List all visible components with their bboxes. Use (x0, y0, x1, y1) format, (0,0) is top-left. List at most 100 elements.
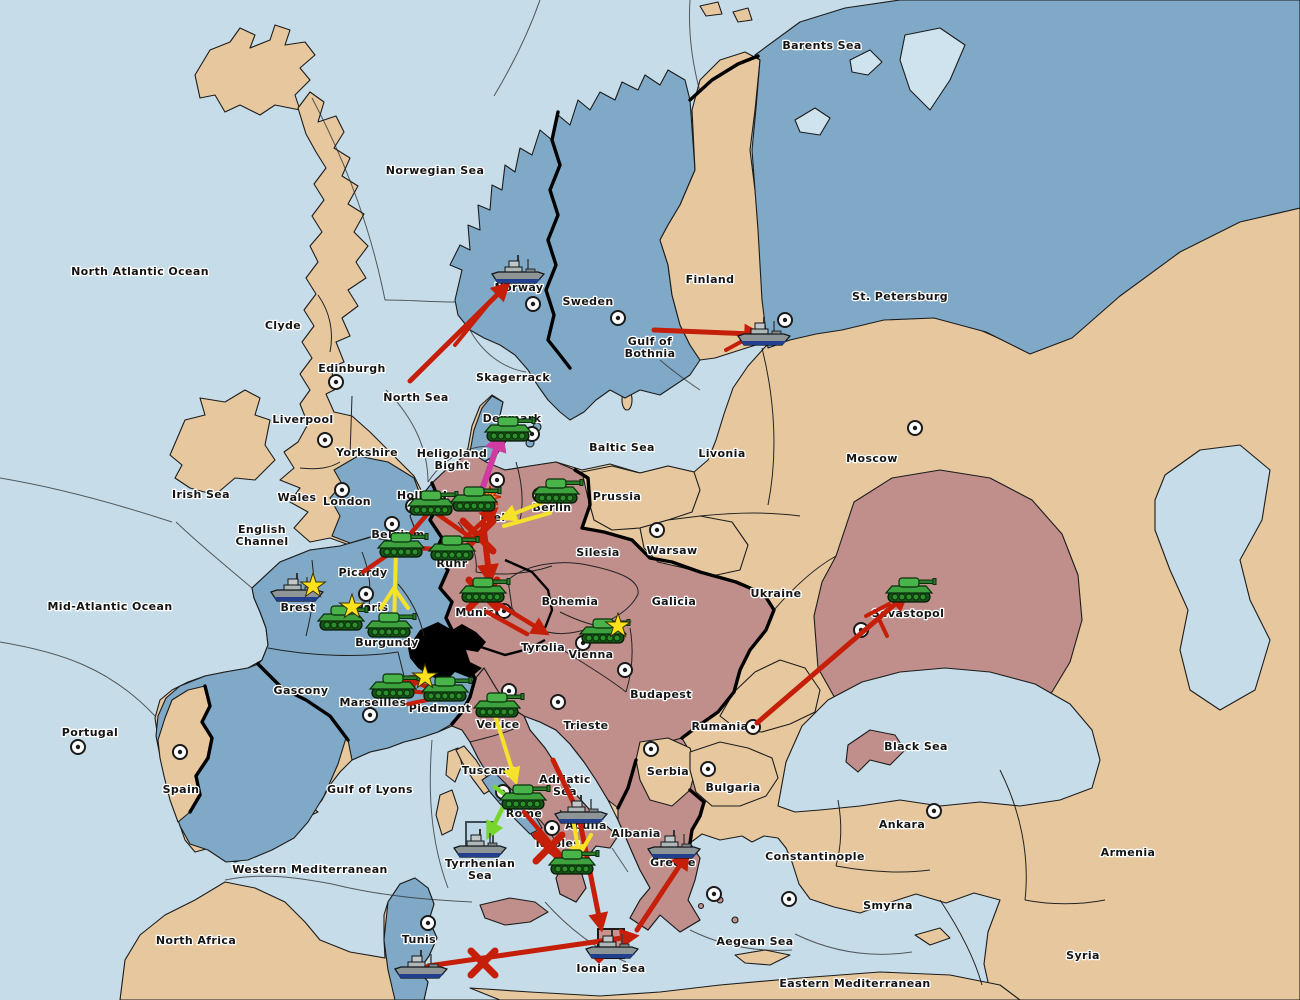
supply-center-tunis (420, 915, 436, 931)
army-marseilles-unit[interactable] (368, 673, 421, 699)
label-brest: Brest (280, 601, 315, 614)
army-berlin-unit[interactable] (531, 478, 584, 504)
label-edinburgh: Edinburgh (318, 362, 385, 375)
supply-center-naples (544, 820, 560, 836)
star-marker-brest (299, 571, 327, 598)
supply-center-trieste (550, 694, 566, 710)
label-galicia: Galicia (652, 595, 697, 608)
label-ukraine: Ukraine (751, 587, 802, 600)
label-gulf-of-lyons: Gulf of Lyons (327, 783, 413, 796)
fleet-norway-unit[interactable] (491, 255, 546, 284)
fleet-ionian-sea-unit[interactable] (585, 930, 640, 959)
order-arrow (877, 617, 889, 638)
label-budapest: Budapest (630, 688, 692, 701)
army-munich-unit[interactable] (458, 577, 511, 603)
supply-center-ankara (926, 803, 942, 819)
label-serbia: Serbia (647, 765, 689, 778)
supply-center-st-petersburg (777, 312, 793, 328)
supply-center-greece (706, 886, 722, 902)
star-marker-paris (338, 592, 366, 619)
label-western-mediterranean: Western Mediterranean (232, 863, 388, 876)
supply-center-warsaw (649, 522, 665, 538)
supply-center-portugal (70, 739, 86, 755)
label-london: London (323, 495, 371, 508)
army-venice-unit[interactable] (472, 692, 525, 718)
label-livonia: Livonia (698, 447, 745, 460)
label-skagerrack: Skagerrack (476, 371, 550, 384)
supply-center-liverpool (317, 432, 333, 448)
supply-center-bulgaria (700, 761, 716, 777)
label-aegean-sea: Aegean Sea (716, 935, 793, 948)
army-holland-unit[interactable] (406, 490, 459, 516)
label-bohemia: Bohemia (542, 595, 599, 608)
label-tuscany: Tuscany (462, 764, 514, 777)
label-burgundy: Burgundy (355, 636, 418, 649)
label-clyde: Clyde (265, 319, 301, 332)
label-liverpool: Liverpool (272, 413, 333, 426)
label-sweden: Sweden (562, 295, 613, 308)
fleet-tunis-unit[interactable] (394, 950, 449, 979)
army-sevastopol-unit[interactable] (884, 577, 937, 603)
label-yorkshire: Yorkshire (335, 446, 398, 459)
national-borders (188, 54, 776, 845)
order-arrow (453, 300, 492, 347)
order-arrow (425, 928, 640, 969)
army-kiel-unit[interactable] (449, 486, 502, 512)
label-albania: Albania (611, 827, 660, 840)
sea-region-lines (0, 0, 913, 963)
army-denmark-unit[interactable] (483, 416, 536, 442)
label-tyrolia: Tyrolia (521, 641, 565, 654)
supply-center-spain (172, 744, 188, 760)
supply-center-norway (525, 296, 541, 312)
label-baltic-sea: Baltic Sea (589, 441, 655, 454)
fleet-greece-unit[interactable] (647, 830, 702, 859)
fleet-tyrrhenian-sea-unit[interactable] (453, 829, 508, 858)
label-gulf-of-bothnia: Gulf of Bothnia (625, 335, 676, 360)
label-smyrna: Smyrna (863, 899, 913, 912)
label-wales: Wales (278, 491, 317, 504)
label-bulgaria: Bulgaria (705, 781, 760, 794)
star-marker-marseilles (411, 662, 439, 689)
label-tyrrhenian-sea: Tyrrhenian Sea (445, 857, 515, 882)
army-rome-unit[interactable] (498, 784, 551, 810)
order-arrow (579, 833, 593, 854)
star-markers (299, 571, 632, 689)
label-ankara: Ankara (879, 818, 925, 831)
order-arrow (502, 511, 552, 528)
order-arrow (864, 602, 891, 618)
label-north-atlantic-ocean: North Atlantic Ocean (71, 265, 209, 278)
fleet-st-petersburg-unit[interactable] (737, 317, 792, 346)
label-st-petersburg: St. Petersburg (852, 290, 948, 303)
label-vienna: Vienna (568, 648, 613, 661)
fleet-apulia-unit[interactable] (554, 795, 609, 824)
supply-center-sweden (610, 310, 626, 326)
label-north-africa: North Africa (156, 934, 236, 947)
army-belgium-unit[interactable] (376, 532, 429, 558)
label-black-sea: Black Sea (884, 740, 948, 753)
order-arrow (489, 597, 550, 636)
supply-center-marseilles (362, 707, 378, 723)
label-heligoland-bight: Heligoland Bight (417, 447, 488, 472)
army-naples-coast-unit[interactable] (547, 849, 600, 875)
army-ruhr-unit[interactable] (427, 535, 480, 561)
label-barents-sea: Barents Sea (782, 39, 861, 52)
army-burgundy-unit[interactable] (364, 612, 417, 638)
label-spain: Spain (163, 783, 200, 796)
label-english-channel: English Channel (235, 523, 288, 548)
supply-center-london (334, 482, 350, 498)
army-piedmont-unit[interactable] (420, 676, 473, 702)
label-moscow: Moscow (846, 452, 898, 465)
label-portugal: Portugal (62, 726, 118, 739)
label-trieste: Trieste (563, 719, 608, 732)
units (270, 255, 937, 979)
supply-center-kiel (489, 472, 505, 488)
order-arrow (484, 609, 530, 637)
order-arrow (392, 586, 410, 610)
army-paris-unit[interactable] (316, 605, 369, 631)
label-tunis: Tunis (402, 933, 436, 946)
label-armenia: Armenia (1101, 846, 1156, 859)
label-mid-atlantic-ocean: Mid-Atlantic Ocean (47, 600, 172, 613)
label-prussia: Prussia (593, 490, 641, 503)
